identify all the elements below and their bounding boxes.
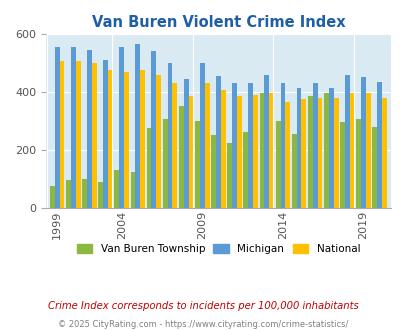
Bar [259, 93, 264, 208]
Bar [296, 87, 301, 208]
Bar [301, 99, 305, 208]
Bar [323, 93, 328, 208]
Bar [215, 76, 220, 208]
Bar [167, 63, 172, 208]
Bar [264, 75, 269, 208]
Text: © 2025 CityRating.com - https://www.cityrating.com/crime-statistics/: © 2025 CityRating.com - https://www.city… [58, 320, 347, 329]
Bar [339, 122, 344, 208]
Bar [66, 180, 70, 208]
Bar [237, 96, 241, 208]
Bar [151, 51, 156, 208]
Bar [275, 121, 280, 208]
Bar [179, 106, 183, 208]
Bar [371, 127, 376, 208]
Bar [252, 95, 257, 208]
Bar [124, 72, 129, 208]
Bar [87, 50, 92, 208]
Bar [75, 61, 80, 208]
Bar [365, 93, 370, 208]
Bar [55, 47, 60, 208]
Bar [130, 172, 135, 208]
Bar [199, 63, 204, 208]
Bar [333, 98, 338, 208]
Bar [146, 128, 151, 208]
Bar [140, 70, 145, 208]
Bar [356, 119, 360, 208]
Bar [70, 47, 75, 208]
Legend: Van Buren Township, Michigan, National: Van Buren Township, Michigan, National [77, 245, 359, 254]
Bar [328, 87, 333, 208]
Bar [211, 135, 215, 208]
Bar [92, 63, 96, 208]
Bar [82, 179, 87, 208]
Text: Crime Index corresponds to incidents per 100,000 inhabitants: Crime Index corresponds to incidents per… [47, 301, 358, 311]
Bar [114, 170, 119, 208]
Bar [381, 98, 386, 208]
Bar [344, 75, 349, 208]
Bar [162, 119, 167, 208]
Bar [172, 83, 177, 208]
Bar [285, 102, 290, 208]
Bar [50, 186, 55, 208]
Bar [188, 96, 193, 208]
Bar [317, 98, 322, 208]
Bar [247, 83, 252, 208]
Bar [227, 143, 232, 208]
Bar [60, 61, 64, 208]
Bar [119, 47, 124, 208]
Bar [220, 90, 225, 208]
Bar [98, 182, 103, 208]
Bar [194, 121, 199, 208]
Bar [156, 75, 161, 208]
Bar [360, 78, 365, 208]
Bar [307, 96, 312, 208]
Bar [291, 134, 296, 208]
Bar [108, 70, 113, 208]
Bar [232, 83, 237, 208]
Bar [376, 82, 381, 208]
Bar [349, 93, 354, 208]
Bar [135, 44, 140, 208]
Bar [183, 79, 188, 208]
Bar [312, 83, 317, 208]
Bar [280, 83, 285, 208]
Bar [103, 60, 108, 208]
Title: Van Buren Violent Crime Index: Van Buren Violent Crime Index [92, 15, 344, 30]
Bar [243, 132, 247, 208]
Bar [204, 83, 209, 208]
Bar [269, 93, 273, 208]
